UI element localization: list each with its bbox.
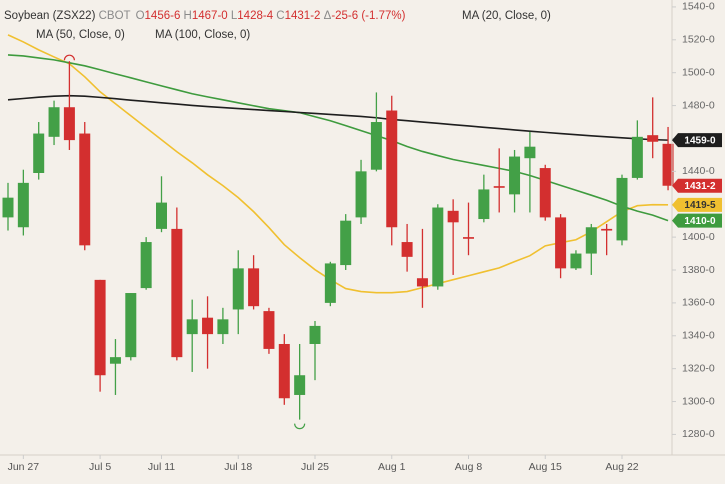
candle-body <box>631 136 643 178</box>
price-tag <box>672 197 722 212</box>
candle-body <box>555 217 567 269</box>
candle-body <box>601 228 613 231</box>
y-tick-label: 1520-0 <box>682 34 715 46</box>
candle-body <box>248 268 260 307</box>
candle-body <box>509 156 521 195</box>
quote-key: O <box>136 10 145 22</box>
candle-body <box>17 182 29 228</box>
price-tag <box>672 178 722 193</box>
candle-body <box>202 317 214 335</box>
y-tick-label: 1480-0 <box>682 99 715 111</box>
price-tag <box>672 133 722 148</box>
quote-key: L <box>231 10 238 22</box>
x-tick-label: Jul 18 <box>224 461 252 473</box>
y-tick-label: 1280-0 <box>682 428 715 440</box>
y-tick-label: 1540-0 <box>682 1 715 13</box>
candle-body <box>125 293 137 358</box>
price-tag-label: 1459-0 <box>684 135 716 146</box>
candle-body <box>401 242 413 257</box>
low-marker <box>294 423 306 430</box>
plot-area <box>2 34 674 430</box>
y-tick-label: 1320-0 <box>682 362 715 374</box>
candle-body <box>463 237 474 239</box>
x-tick-label: Jul 25 <box>301 461 329 473</box>
candle-body <box>570 253 582 269</box>
candle-body <box>493 186 505 188</box>
candle-body <box>386 110 398 228</box>
candle-body <box>416 278 428 287</box>
price-tag-label: 1410-0 <box>684 216 716 227</box>
quote-value: -25-6 (-1.77%) <box>331 10 405 22</box>
ma-line <box>7 54 669 222</box>
candle-body <box>539 168 551 218</box>
quote-value: 1456-6 <box>145 10 181 22</box>
y-tick-label: 1500-0 <box>682 66 715 78</box>
y-tick-label: 1440-0 <box>682 165 715 177</box>
candle-body <box>232 268 244 310</box>
candle-body <box>447 210 459 223</box>
quote-key: H <box>184 10 192 22</box>
candle-body <box>79 133 91 246</box>
candle-body <box>524 146 536 159</box>
ma-line <box>7 94 669 141</box>
x-tick-label: Aug 8 <box>455 461 483 473</box>
candle-body <box>156 202 167 229</box>
x-tick-label: Jul 5 <box>89 461 111 473</box>
x-tick-label: Aug 22 <box>605 461 638 473</box>
candle-body <box>370 122 382 170</box>
candle-body <box>662 143 674 186</box>
y-tick-label: 1400-0 <box>682 231 715 243</box>
candle-body <box>294 375 306 395</box>
x-tick-label: Aug 1 <box>378 461 406 473</box>
candle-body <box>647 135 659 142</box>
legend-entry: MA (20, Close, 0) <box>462 10 551 22</box>
candle-body <box>48 107 60 137</box>
candle-body <box>171 228 183 358</box>
candle-body <box>217 319 229 335</box>
candle-body <box>140 242 152 289</box>
legend-entry: MA (50, Close, 0) <box>36 29 125 41</box>
candle-body <box>63 107 75 141</box>
candle-body <box>340 220 352 266</box>
candle-body <box>33 133 45 173</box>
legend-entry: MA (100, Close, 0) <box>155 29 250 41</box>
quote-key: Δ <box>324 10 332 22</box>
candle-body <box>2 197 14 218</box>
price-tag <box>672 213 722 228</box>
x-tick-label: Jul 11 <box>148 461 175 473</box>
quote-value: 1428-4 <box>237 10 273 22</box>
candle-body <box>263 311 275 349</box>
x-tick-label: Jun 27 <box>8 461 40 473</box>
candle-body <box>109 357 121 364</box>
price-tag-label: 1419-5 <box>684 200 716 211</box>
quote-key: C <box>276 10 284 22</box>
y-tick-label: 1300-0 <box>682 395 715 407</box>
y-tick-label: 1380-0 <box>682 264 715 276</box>
quote-value: 1431-2 <box>285 10 321 22</box>
candle-body <box>355 171 367 218</box>
y-tick-label: 1360-0 <box>682 297 715 309</box>
candle-body <box>186 319 198 335</box>
candle-body <box>585 227 597 254</box>
quote-value: 1467-0 <box>192 10 228 22</box>
candle-body <box>278 343 290 399</box>
candle-body <box>432 207 444 287</box>
high-marker <box>63 54 75 61</box>
candle-body <box>94 279 106 376</box>
x-tick-label: Aug 15 <box>529 461 562 473</box>
header: Soybean (ZSX22) CBOT O1456-6 H1467-0 L14… <box>4 10 406 22</box>
candle-body <box>324 263 336 303</box>
exchange: CBOT <box>99 10 131 22</box>
price-tag-label: 1431-2 <box>684 181 716 192</box>
y-tick-label: 1340-0 <box>682 330 715 342</box>
candle-body <box>478 189 490 220</box>
symbol: Soybean (ZSX22) <box>4 10 96 22</box>
candle-body <box>309 325 321 344</box>
candle-body <box>616 177 628 241</box>
